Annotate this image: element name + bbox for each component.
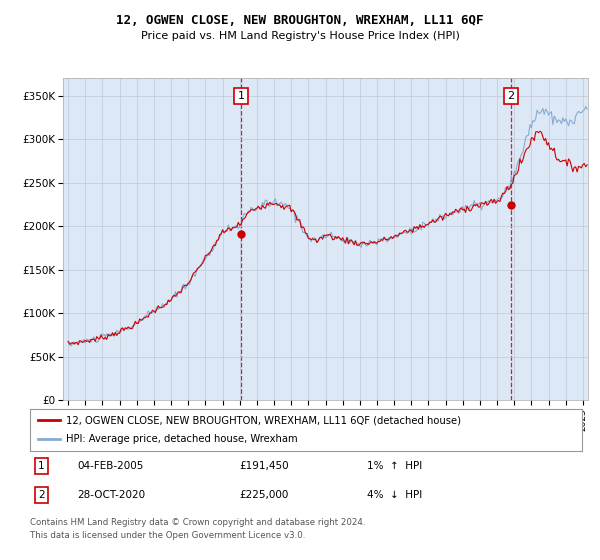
Text: 12, OGWEN CLOSE, NEW BROUGHTON, WREXHAM, LL11 6QF (detached house): 12, OGWEN CLOSE, NEW BROUGHTON, WREXHAM,… <box>66 415 461 425</box>
Text: £225,000: £225,000 <box>240 490 289 500</box>
Text: £191,450: £191,450 <box>240 461 289 471</box>
Text: 04-FEB-2005: 04-FEB-2005 <box>77 461 143 471</box>
Text: 1: 1 <box>38 461 45 471</box>
Text: Contains HM Land Registry data © Crown copyright and database right 2024.: Contains HM Land Registry data © Crown c… <box>30 518 365 527</box>
Text: HPI: Average price, detached house, Wrexham: HPI: Average price, detached house, Wrex… <box>66 435 298 445</box>
Text: 12, OGWEN CLOSE, NEW BROUGHTON, WREXHAM, LL11 6QF: 12, OGWEN CLOSE, NEW BROUGHTON, WREXHAM,… <box>116 14 484 27</box>
Text: 2: 2 <box>508 91 515 101</box>
Text: 1%  ↑  HPI: 1% ↑ HPI <box>367 461 422 471</box>
Text: 28-OCT-2020: 28-OCT-2020 <box>77 490 145 500</box>
Text: 1: 1 <box>238 91 245 101</box>
Text: Price paid vs. HM Land Registry's House Price Index (HPI): Price paid vs. HM Land Registry's House … <box>140 31 460 41</box>
Text: 2: 2 <box>38 490 45 500</box>
Text: 4%  ↓  HPI: 4% ↓ HPI <box>367 490 422 500</box>
Text: This data is licensed under the Open Government Licence v3.0.: This data is licensed under the Open Gov… <box>30 531 305 540</box>
